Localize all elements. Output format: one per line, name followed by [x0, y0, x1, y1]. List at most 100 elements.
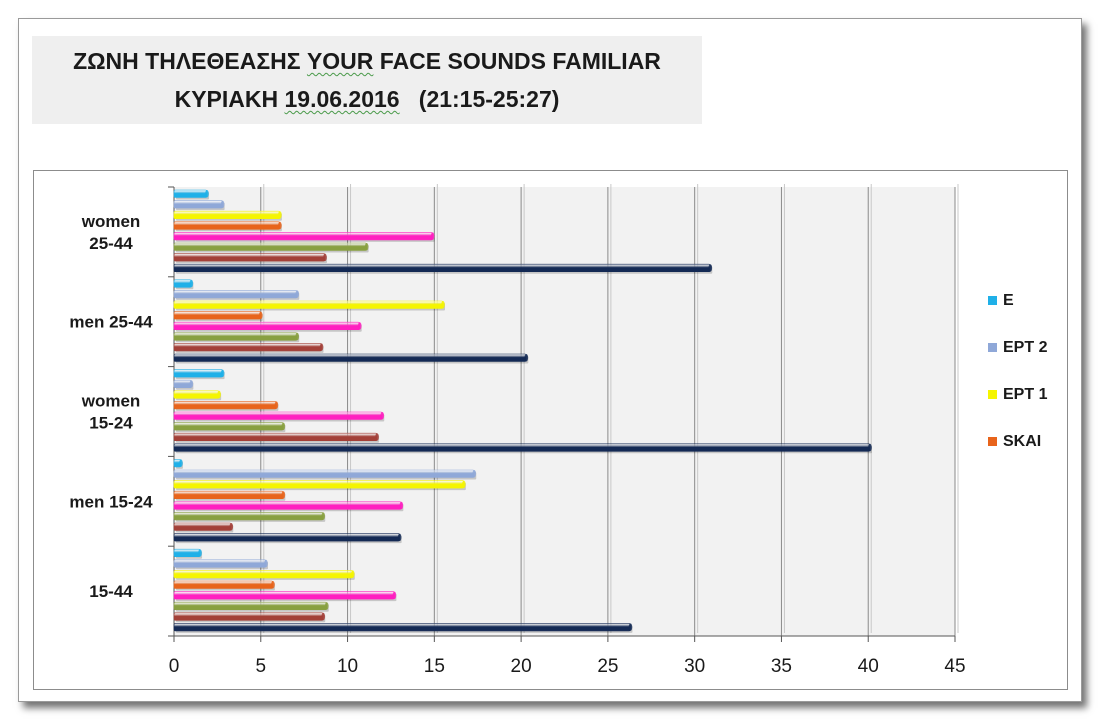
bar	[173, 279, 192, 288]
legend-swatch	[988, 296, 997, 306]
bar-end-cap	[258, 311, 263, 320]
category-label: 25-44	[89, 234, 133, 253]
category-label: women	[81, 392, 141, 411]
x-tick-label: 0	[169, 656, 180, 677]
bar-end-cap	[198, 549, 202, 557]
bar	[173, 290, 298, 299]
bar-end-cap	[264, 559, 268, 568]
bar-end-cap	[319, 343, 324, 351]
bar-end-cap	[380, 412, 385, 420]
bar	[173, 390, 220, 399]
x-tick-label: 15	[424, 656, 445, 677]
bar	[173, 432, 378, 442]
bar-end-cap	[189, 380, 194, 388]
title-line2-suffix: (21:15-25:27)	[399, 86, 560, 112]
bar	[173, 591, 395, 600]
bar	[173, 480, 465, 489]
bar-end-cap	[295, 332, 300, 341]
bar	[173, 189, 208, 198]
category-label: 15-24	[89, 414, 133, 433]
legend-swatch	[988, 390, 997, 400]
title-box: ΖΩΝΗ ΤΗΛΕΘΕΑΣΗΣ YOUR FACE SOUNDS FAMILIA…	[32, 36, 702, 124]
x-tick-label: 40	[858, 656, 879, 677]
bar-end-cap	[295, 290, 300, 298]
title-line2-underlined: 19.06.2016	[284, 86, 400, 112]
plot-background	[174, 187, 955, 636]
bar-end-cap	[278, 211, 282, 219]
bar-end-cap	[472, 470, 477, 478]
bar	[173, 612, 324, 621]
bar-end-cap	[220, 200, 225, 209]
bar-end-cap	[399, 501, 404, 510]
bar	[173, 522, 232, 531]
bar-end-cap	[220, 369, 225, 378]
bar	[173, 580, 274, 589]
x-tick-label: 30	[684, 656, 705, 677]
bar	[173, 300, 444, 309]
bar-end-cap	[628, 623, 633, 631]
legend-item: SKAI	[988, 433, 1041, 453]
bar-end-cap	[392, 591, 397, 600]
bar-end-cap	[321, 612, 326, 621]
bar	[173, 369, 223, 378]
x-tick-label: 20	[511, 656, 532, 677]
bar	[173, 343, 322, 352]
x-tick-label: 5	[255, 656, 266, 677]
bar-end-cap	[271, 581, 275, 589]
bar	[173, 221, 281, 230]
bar-end-cap	[524, 354, 529, 362]
bar-end-cap	[441, 301, 445, 309]
bar-end-cap	[323, 253, 327, 262]
category-label: 15-44	[89, 582, 133, 601]
bar	[173, 311, 262, 320]
bar	[173, 242, 367, 251]
bar-end-cap	[375, 433, 379, 441]
bar-end-cap	[397, 533, 402, 542]
legend-label: E	[1003, 292, 1014, 309]
bar-end-cap	[189, 279, 194, 288]
bar	[173, 401, 277, 410]
bar	[173, 533, 400, 542]
bar	[173, 200, 223, 209]
bar	[173, 548, 201, 558]
legend-label: ΕΡΤ 2	[1003, 339, 1048, 356]
legend-item: E	[988, 292, 1014, 312]
bar	[173, 321, 361, 331]
bar	[173, 232, 433, 241]
bar-end-cap	[229, 523, 234, 531]
bar	[173, 422, 284, 431]
bar-end-cap	[868, 443, 872, 452]
bar	[173, 379, 192, 389]
legend-item: ΕΡΤ 1	[988, 386, 1047, 406]
bar	[173, 501, 402, 510]
bar-end-cap	[430, 232, 435, 240]
x-tick-label: 45	[944, 656, 965, 677]
category-label: men 15-24	[69, 492, 153, 511]
bar	[173, 570, 354, 579]
bar-end-cap	[281, 491, 286, 499]
category-label: women	[81, 212, 141, 231]
bar-end-cap	[179, 459, 183, 467]
bar	[173, 210, 281, 219]
legend-item: ΕΡΤ 2	[988, 339, 1047, 359]
bar-end-cap	[274, 401, 279, 409]
bar	[173, 263, 711, 273]
bar	[173, 253, 326, 262]
bar	[173, 559, 267, 568]
title-line2-prefix: ΚΥΡΙΑΚΗ	[174, 86, 285, 112]
bar	[173, 443, 871, 452]
bar-end-cap	[350, 570, 355, 578]
bar	[173, 353, 527, 362]
bar-end-cap	[324, 602, 329, 610]
legend-swatch	[988, 437, 997, 447]
title-line1-suffix: FACE SOUNDS FAMILIAR	[373, 48, 661, 74]
bar-end-cap	[364, 243, 369, 251]
bar	[173, 469, 475, 478]
bar	[173, 411, 383, 420]
bar	[173, 623, 631, 632]
legend-swatch	[988, 343, 997, 353]
legend-label: ΕΡΤ 1	[1003, 386, 1048, 403]
bar	[173, 332, 298, 341]
legend-label: SKAI	[1003, 433, 1042, 450]
